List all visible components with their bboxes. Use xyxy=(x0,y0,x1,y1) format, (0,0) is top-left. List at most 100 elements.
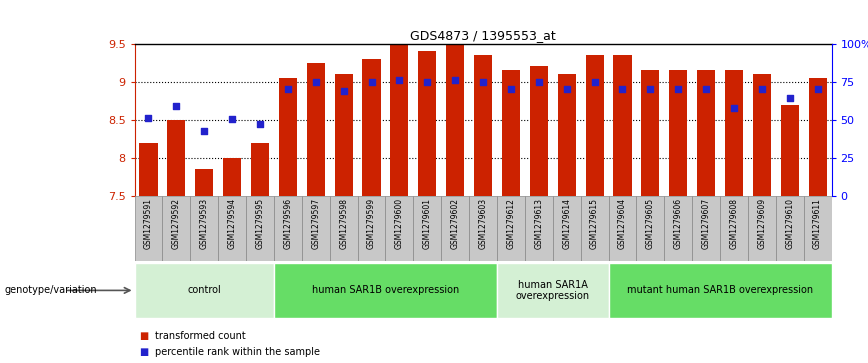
Bar xyxy=(469,196,497,261)
Text: GSM1279598: GSM1279598 xyxy=(339,198,348,249)
Point xyxy=(532,79,546,85)
Point xyxy=(420,79,434,85)
Point xyxy=(448,77,462,83)
Text: GSM1279613: GSM1279613 xyxy=(535,198,543,249)
Bar xyxy=(385,196,413,261)
Bar xyxy=(363,59,380,196)
Bar xyxy=(246,196,274,261)
Bar xyxy=(669,70,687,196)
Bar xyxy=(780,105,799,196)
Text: mutant human SAR1B overexpression: mutant human SAR1B overexpression xyxy=(627,285,813,295)
Text: GSM1279593: GSM1279593 xyxy=(200,198,208,249)
Text: human SAR1B overexpression: human SAR1B overexpression xyxy=(312,285,459,295)
Bar xyxy=(636,196,664,261)
Bar xyxy=(502,70,520,196)
Point xyxy=(588,79,602,85)
Text: GSM1279594: GSM1279594 xyxy=(227,198,237,249)
Point xyxy=(141,115,155,121)
Text: GSM1279605: GSM1279605 xyxy=(646,198,654,249)
Bar xyxy=(557,74,575,196)
Bar xyxy=(474,55,492,196)
Bar xyxy=(190,196,218,261)
Bar xyxy=(641,70,660,196)
Point xyxy=(811,86,825,92)
Text: ■: ■ xyxy=(139,331,148,341)
Text: GSM1279611: GSM1279611 xyxy=(813,198,822,249)
Text: GSM1279599: GSM1279599 xyxy=(367,198,376,249)
Bar xyxy=(809,78,826,196)
Point xyxy=(671,86,685,92)
Point xyxy=(225,116,239,122)
Bar xyxy=(697,70,715,196)
Point xyxy=(392,77,406,83)
Bar xyxy=(804,196,832,261)
Text: GSM1279600: GSM1279600 xyxy=(395,198,404,249)
Point xyxy=(281,86,295,92)
Point xyxy=(169,103,183,109)
Point xyxy=(615,86,629,92)
Bar xyxy=(529,66,548,196)
Point xyxy=(699,86,713,92)
Point xyxy=(197,129,211,134)
Bar xyxy=(446,45,464,196)
Bar xyxy=(391,44,409,196)
Bar xyxy=(748,196,776,261)
Bar xyxy=(664,196,692,261)
Bar xyxy=(720,196,748,261)
Text: GSM1279597: GSM1279597 xyxy=(312,198,320,249)
Point xyxy=(643,86,657,92)
Text: genotype/variation: genotype/variation xyxy=(4,285,97,295)
Bar xyxy=(223,158,241,196)
Text: human SAR1A
overexpression: human SAR1A overexpression xyxy=(516,280,589,301)
Bar xyxy=(274,262,497,318)
Bar xyxy=(608,262,832,318)
Point xyxy=(755,86,769,92)
Text: GSM1279614: GSM1279614 xyxy=(562,198,571,249)
Text: GSM1279595: GSM1279595 xyxy=(255,198,265,249)
Bar xyxy=(418,51,437,196)
Bar xyxy=(330,196,358,261)
Point xyxy=(253,121,267,126)
Bar xyxy=(525,196,553,261)
Bar xyxy=(753,74,771,196)
Bar xyxy=(218,196,246,261)
Bar xyxy=(334,74,352,196)
Text: control: control xyxy=(187,285,221,295)
Text: GSM1279607: GSM1279607 xyxy=(701,198,711,249)
Bar xyxy=(302,196,330,261)
Bar xyxy=(274,196,302,261)
Bar xyxy=(441,196,469,261)
Point xyxy=(365,79,378,85)
Bar xyxy=(162,196,190,261)
Text: GSM1279612: GSM1279612 xyxy=(506,198,516,249)
Text: transformed count: transformed count xyxy=(155,331,246,341)
Text: GSM1279603: GSM1279603 xyxy=(478,198,488,249)
Bar xyxy=(497,262,608,318)
Point xyxy=(783,95,797,101)
Point xyxy=(337,88,351,94)
Text: GSM1279615: GSM1279615 xyxy=(590,198,599,249)
Point xyxy=(477,79,490,85)
Bar xyxy=(581,196,608,261)
Bar xyxy=(586,55,603,196)
Bar xyxy=(608,196,636,261)
Bar xyxy=(725,70,743,196)
Text: GSM1279596: GSM1279596 xyxy=(283,198,293,249)
Text: GSM1279602: GSM1279602 xyxy=(450,198,460,249)
Text: GSM1279604: GSM1279604 xyxy=(618,198,627,249)
Text: GSM1279601: GSM1279601 xyxy=(423,198,431,249)
Point xyxy=(727,105,741,111)
Bar xyxy=(251,143,269,196)
Text: GSM1279610: GSM1279610 xyxy=(786,198,794,249)
Bar xyxy=(168,120,186,196)
Bar xyxy=(306,62,325,196)
Text: percentile rank within the sample: percentile rank within the sample xyxy=(155,347,319,357)
Text: GSM1279608: GSM1279608 xyxy=(729,198,739,249)
Point xyxy=(560,86,574,92)
Bar xyxy=(413,196,441,261)
Bar xyxy=(497,196,525,261)
Bar xyxy=(692,196,720,261)
Bar xyxy=(776,196,804,261)
Bar xyxy=(553,196,581,261)
Text: GSM1279591: GSM1279591 xyxy=(144,198,153,249)
